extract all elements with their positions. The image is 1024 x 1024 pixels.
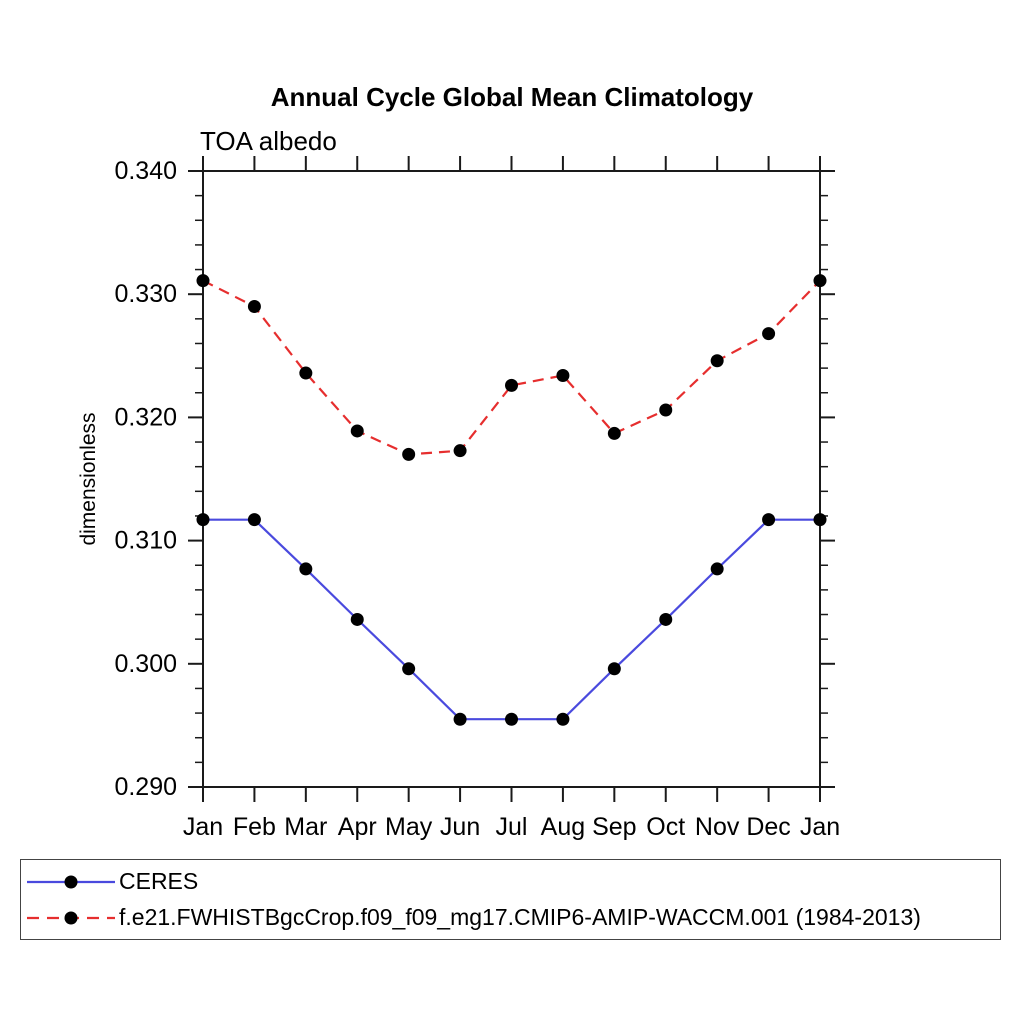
chart-subtitle: TOA albedo <box>200 126 337 156</box>
series-1-marker <box>505 378 518 392</box>
series-1-marker <box>710 354 724 368</box>
x-tick-label: Apr <box>338 813 377 841</box>
x-tick-label: Mar <box>284 813 327 841</box>
x-tick-label: Aug <box>541 813 585 841</box>
x-tick-label: May <box>385 813 433 841</box>
legend-entry: f.e21.FWHISTBgcCrop.f09_f09_mg17.CMIP6-A… <box>21 903 1000 933</box>
legend-marker-icon <box>64 911 78 924</box>
legend-marker-icon <box>64 875 78 888</box>
x-tick-label: Jan <box>183 813 223 841</box>
series-0-marker <box>247 513 261 527</box>
x-tick-label: Feb <box>233 813 276 841</box>
series-line-0 <box>203 518 820 721</box>
legend-label: CERES <box>119 868 199 894</box>
x-tick-label: Nov <box>695 813 740 841</box>
y-tick-label: 0.300 <box>114 650 177 678</box>
series-0-marker <box>505 712 518 726</box>
series-0-marker <box>453 712 467 726</box>
series-0-marker <box>762 513 776 527</box>
series-1-marker <box>196 274 210 288</box>
series-1-marker <box>659 403 673 417</box>
y-tick-label: 0.290 <box>114 773 177 801</box>
x-tick-label: Oct <box>646 813 685 841</box>
legend-label: f.e21.FWHISTBgcCrop.f09_f09_mg17.CMIP6-A… <box>119 904 921 930</box>
series-1-marker <box>402 447 416 461</box>
legend-entry: CERES <box>21 867 1000 897</box>
series-line-1 <box>202 279 821 456</box>
series-1-marker <box>247 300 261 314</box>
plot-area: 0.290 0.300 0.310 0.320 0.330 0.340 Jan Feb Mar A… <box>77 156 840 841</box>
series-0-marker <box>299 562 313 576</box>
y-axis-label: dimensionless <box>77 412 100 545</box>
y-tick-label: 0.330 <box>114 280 177 308</box>
series-0-marker <box>659 612 673 626</box>
legend-line-sample <box>27 875 115 888</box>
series-1-marker <box>350 424 364 438</box>
series-0-marker <box>813 513 827 527</box>
y-tick-label: 0.310 <box>114 527 177 555</box>
series-0-marker <box>350 612 364 626</box>
chart-title: Annual Cycle Global Mean Climatology <box>270 82 754 112</box>
series-0-marker <box>607 662 621 676</box>
legend-box: CERES f.e21.FWHISTBgcCrop.f09_f09_mg17.CM… <box>20 859 1001 940</box>
y-tick-label: 0.340 <box>114 157 177 185</box>
y-tick-label: 0.320 <box>114 403 177 431</box>
series-1-marker <box>299 366 313 380</box>
series-0-marker <box>556 712 570 726</box>
plot-box <box>202 170 821 788</box>
x-tick-label: Jul <box>496 813 528 841</box>
series-1-marker <box>607 426 621 440</box>
series-1-marker <box>813 274 827 288</box>
legend-line-sample <box>27 911 115 924</box>
series-0-marker <box>196 513 210 527</box>
x-tick-label: Jun <box>440 813 480 841</box>
x-tick-label: Sep <box>592 813 636 841</box>
x-tick-label: Jan <box>800 813 840 841</box>
x-tick-label: Dec <box>746 813 790 841</box>
series-1-marker <box>762 327 776 341</box>
series-1-marker <box>556 369 570 383</box>
series-0-marker <box>402 662 416 676</box>
series-0-marker <box>710 562 724 576</box>
series-1-marker <box>453 444 467 458</box>
